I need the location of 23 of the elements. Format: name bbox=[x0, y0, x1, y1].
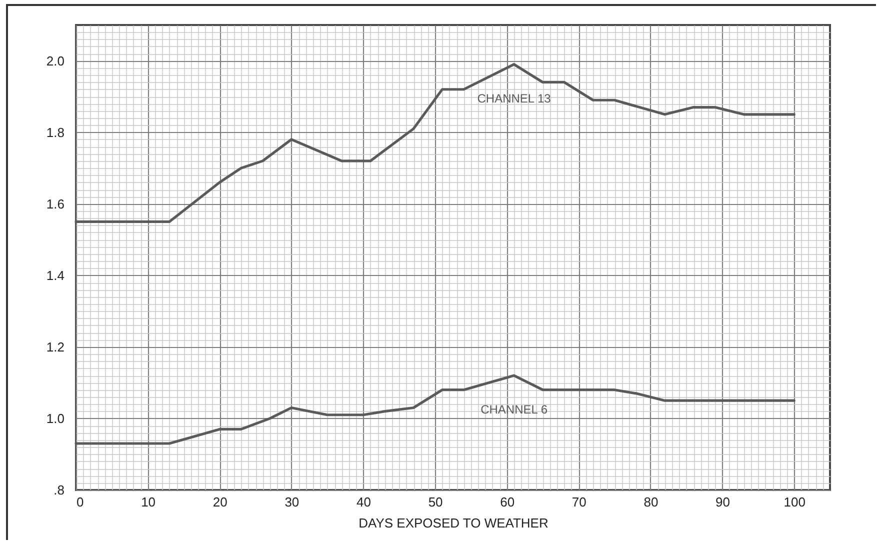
series-label: CHANNEL 13 bbox=[477, 91, 552, 106]
x-tick-label: 50 bbox=[428, 494, 443, 510]
x-tick-label: 60 bbox=[500, 494, 515, 510]
x-tick-label: 100 bbox=[784, 494, 806, 510]
y-tick-label: 1.4 bbox=[46, 268, 64, 283]
x-tick-label: 40 bbox=[356, 494, 371, 510]
y-tick-label: 1.8 bbox=[46, 124, 64, 140]
x-tick-label: 10 bbox=[141, 494, 156, 510]
x-tick-label: 90 bbox=[716, 494, 730, 510]
series-label: CHANNEL 6 bbox=[480, 402, 548, 417]
y-tick-label: 1.6 bbox=[46, 196, 64, 212]
y-tick-label: 1.2 bbox=[46, 339, 64, 354]
x-axis-title: DAYS EXPOSED TO WEATHER bbox=[358, 516, 548, 530]
x-tick-label: 80 bbox=[644, 494, 658, 510]
y-tick-label: 1.0 bbox=[46, 410, 64, 426]
y-tick-label: 2.0 bbox=[46, 53, 64, 68]
x-tick-label: 20 bbox=[212, 494, 228, 510]
line-series bbox=[74, 374, 796, 445]
y-tick-label: .8 bbox=[54, 482, 64, 498]
line-series bbox=[74, 63, 796, 224]
x-tick-label: 70 bbox=[572, 494, 586, 510]
x-tick-label: 30 bbox=[284, 494, 300, 510]
x-tick-label: 0 bbox=[76, 494, 84, 510]
